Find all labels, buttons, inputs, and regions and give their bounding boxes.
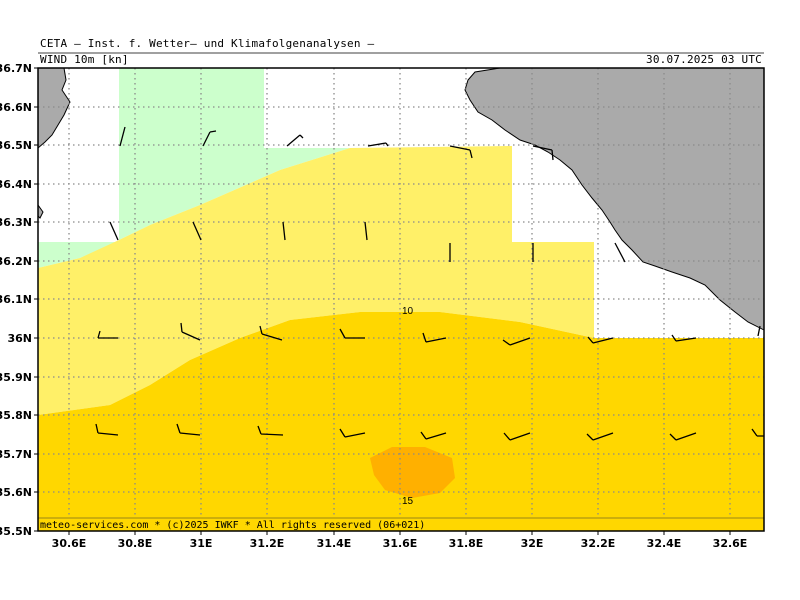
lat-label: 36.3N (0, 216, 32, 229)
lat-label: 36.5N (0, 139, 32, 152)
wind-barb (502, 337, 531, 346)
lat-label: 36.1N (0, 293, 32, 306)
axis-ticks (34, 67, 731, 535)
wind-zone-gold (38, 312, 764, 531)
lat-label: 35.5N (0, 525, 32, 538)
lon-label: 32.6E (713, 537, 748, 550)
lon-label: 32.4E (647, 537, 682, 550)
wind-barb (532, 145, 554, 161)
wind-barb (364, 221, 368, 241)
wind-barb (259, 325, 283, 341)
lat-label: 36.7N (0, 62, 32, 75)
lon-label: 31.2E (250, 537, 285, 550)
land-mass (464, 68, 764, 331)
lat-label: 36.2N (0, 255, 32, 268)
lat-label: 36.6N (0, 101, 32, 114)
wind-barb (367, 142, 389, 147)
lon-label: 30.6E (52, 537, 87, 550)
lon-label: 31.6E (383, 537, 418, 550)
lat-label: 36N (7, 332, 32, 345)
land-islet (38, 204, 44, 219)
contour-label-10: 10 (402, 306, 414, 317)
grid-lines (38, 68, 764, 531)
wind-barb (192, 221, 202, 241)
lon-label: 31.4E (317, 537, 352, 550)
wind-barb (420, 431, 447, 440)
wind-barb (339, 328, 365, 339)
longitude-labels: 30.6E 30.8E 31E 31.2E 31.4E 31.6E 31.8E … (52, 537, 748, 550)
contour-label-15: 15 (402, 496, 414, 507)
wind-zone-orange (370, 447, 455, 498)
wind-zone-yellow-light (38, 146, 594, 415)
wind-barb (587, 336, 614, 344)
land-mass-west (38, 68, 71, 149)
wind-barb (97, 330, 118, 339)
wind-barb (671, 334, 697, 342)
wind-barb (757, 325, 761, 337)
lat-label: 35.8N (0, 409, 32, 422)
wind-barb (286, 134, 304, 147)
wind-barb (751, 428, 764, 437)
lon-label: 32.2E (581, 537, 616, 550)
wind-zone-green (119, 68, 350, 240)
lon-label: 31.8E (449, 537, 484, 550)
wind-barb (176, 423, 201, 436)
footer-credit: meteo-services.com * (c)2025 IWKF * All … (40, 520, 425, 531)
wind-barb (257, 425, 284, 436)
wind-barb (282, 221, 286, 241)
variable-label: WIND 10m [kn] (40, 53, 129, 66)
lat-label: 36.4N (0, 178, 32, 191)
chart-title: CETA — Inst. f. Wetter— und Klimafolgena… (40, 37, 375, 50)
wind-barb (339, 428, 366, 438)
lat-label: 35.9N (0, 371, 32, 384)
wind-barb (449, 145, 473, 159)
wind-barb (422, 332, 447, 343)
wind-barb (119, 126, 126, 147)
latitude-labels: 36.7N 36.6N 36.5N 36.4N 36.3N 36.2N 36.1… (0, 62, 32, 538)
wind-barb (109, 221, 119, 241)
wind-barb (95, 423, 119, 436)
lon-label: 30.8E (118, 537, 153, 550)
wind-barb (669, 432, 697, 441)
wind-barb (586, 432, 614, 441)
wind-barbs (95, 126, 764, 441)
lon-label: 31E (190, 537, 213, 550)
datetime-label: 30.07.2025 03 UTC (646, 53, 762, 66)
wind-barb (202, 130, 217, 147)
lat-label: 35.6N (0, 486, 32, 499)
lon-label: 32E (521, 537, 544, 550)
wind-barb (614, 242, 626, 263)
wind-barb (180, 322, 201, 341)
footer-strip (38, 518, 764, 531)
lat-label: 35.7N (0, 448, 32, 461)
wind-barb (503, 432, 531, 441)
